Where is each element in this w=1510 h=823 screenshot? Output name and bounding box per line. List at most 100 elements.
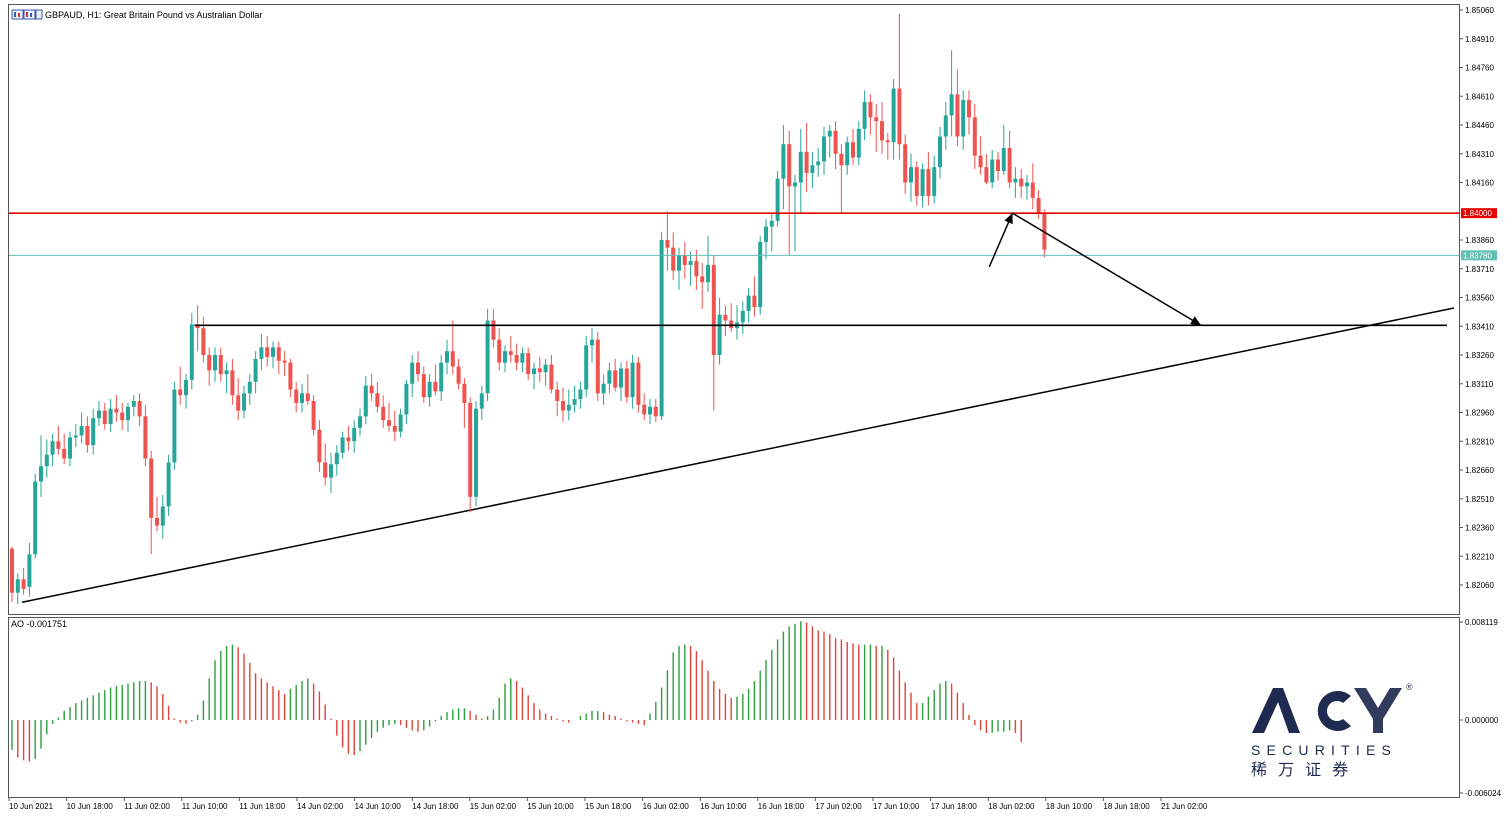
candle [740, 301, 745, 334]
analysis-lines [194, 212, 1447, 327]
candle [804, 123, 809, 193]
candle [735, 305, 739, 340]
candle [253, 351, 258, 394]
candle [706, 236, 710, 292]
arrowhead-down [1190, 316, 1201, 326]
candle-body [149, 458, 154, 518]
candle-body [143, 416, 148, 459]
candle-body [578, 389, 583, 400]
candle-body [694, 261, 699, 277]
candle-body [468, 402, 473, 497]
candle-body [543, 364, 548, 373]
candle [421, 366, 426, 403]
candle [717, 297, 722, 365]
candle-body [688, 261, 693, 265]
candle-body [595, 339, 600, 394]
candle [10, 546, 14, 603]
candle [642, 393, 647, 421]
main-pane [8, 4, 1460, 615]
candle [949, 50, 954, 137]
candle-body [340, 437, 345, 453]
candle-body [97, 410, 101, 419]
candle [218, 347, 223, 382]
candle-body [601, 383, 606, 394]
candle-body [189, 324, 194, 380]
candle [816, 148, 821, 177]
candle [688, 251, 693, 286]
candle-body [787, 144, 792, 187]
candle-body [642, 404, 647, 415]
time-tick-label: 11 Jun 02:00 [124, 802, 170, 811]
candle [311, 395, 316, 436]
candle [537, 356, 542, 382]
candle-body [938, 136, 942, 168]
candle [114, 395, 119, 423]
candle-body [271, 347, 275, 357]
candle [665, 211, 670, 271]
time-axis: 10 Jun 2021 10 Jun 18:00 11 Jun 02:00 11 Ju… [8, 797, 1208, 811]
candle [607, 362, 612, 394]
price-tick-label: 1.84310 [1465, 150, 1494, 159]
candle [938, 126, 942, 179]
candle [358, 408, 362, 436]
candle [294, 381, 299, 413]
candle [555, 381, 560, 417]
price-tick-label: 1.84460 [1465, 121, 1494, 130]
candle-body [903, 144, 908, 183]
candle-body [282, 360, 287, 363]
candles [10, 13, 1047, 605]
candle [578, 381, 583, 409]
candle-body [474, 408, 478, 497]
candle [485, 309, 490, 401]
candle-body [265, 347, 270, 357]
candle [932, 155, 937, 204]
candle-body [746, 295, 751, 311]
candle [764, 218, 768, 260]
candle [967, 90, 971, 135]
candle-body [706, 264, 710, 283]
candle [410, 355, 415, 398]
candle-body [195, 324, 200, 329]
candle [439, 355, 444, 401]
candle-body [300, 393, 304, 403]
candle [85, 416, 90, 453]
time-tick-label: 17 Jun 10:00 [873, 802, 920, 811]
price-tick-label: 1.83710 [1465, 265, 1494, 274]
candle [398, 408, 403, 438]
candle [549, 355, 554, 394]
candle-body [79, 425, 84, 436]
candle-body [827, 130, 832, 137]
candle-body [1030, 182, 1035, 198]
candle [317, 420, 322, 472]
price-levels [9, 212, 1459, 256]
time-tick-label: 18 Jun 18:00 [1103, 802, 1150, 811]
candle-body [120, 412, 125, 421]
candle [880, 102, 884, 154]
candle-body [381, 406, 386, 421]
candle [508, 335, 513, 363]
candle-body [68, 437, 72, 459]
candle-body [584, 345, 589, 390]
price-tick-label: 1.82510 [1465, 495, 1494, 504]
chart-header: GBPAUD, H1: Great Britain Pound vs Austr… [11, 9, 262, 20]
candle [671, 232, 676, 281]
candle [21, 567, 26, 595]
candle [514, 343, 519, 371]
candle-body [810, 165, 815, 173]
candle-body [201, 328, 206, 355]
chart-window-icon[interactable] [11, 9, 43, 20]
candle [97, 401, 101, 426]
candle [601, 374, 606, 405]
price-tick-label: 1.84910 [1465, 35, 1494, 44]
candle-body [102, 410, 107, 424]
candle [584, 335, 589, 398]
resistance-price-tag-label: 1.84000 [1463, 209, 1492, 218]
candle [682, 241, 687, 279]
candle-body [172, 389, 177, 463]
candle [787, 130, 792, 256]
candle-body [822, 136, 826, 162]
candle [445, 339, 449, 375]
candle-body [961, 100, 966, 137]
candle [323, 443, 328, 486]
